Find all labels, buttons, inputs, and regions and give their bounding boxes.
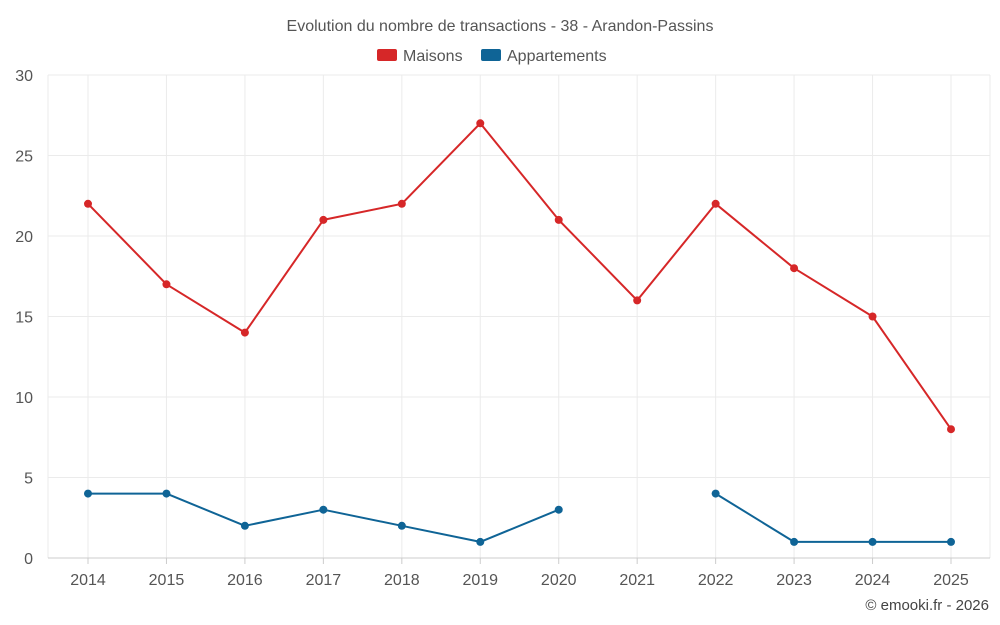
- series-line-maisons: [87, 122, 952, 430]
- y-axis-ticks: 0 5 10 15 20 25 30: [15, 68, 33, 568]
- data-point-appartements-2017[interactable]: [319, 505, 328, 514]
- data-point-appartements-2025[interactable]: [947, 537, 955, 546]
- legend-label-appartements: Appartements: [507, 48, 607, 65]
- x-tick-label: 2020: [541, 572, 577, 589]
- data-point-appartements-2018[interactable]: [397, 521, 406, 530]
- legend-label-maisons: Maisons: [403, 48, 463, 65]
- data-point-maisons-2025[interactable]: [947, 425, 955, 434]
- data-point-appartements-2014[interactable]: [84, 489, 92, 498]
- x-tick-label: 2025: [933, 572, 969, 589]
- data-point-appartements-2019[interactable]: [476, 537, 485, 546]
- legend: Maisons Appartements: [377, 48, 607, 65]
- x-tick-label: 2015: [149, 572, 185, 589]
- y-tick-label: 25: [15, 149, 33, 166]
- grid: [47, 74, 991, 559]
- data-point-maisons-2020[interactable]: [554, 215, 563, 224]
- data-point-maisons-2018[interactable]: [397, 199, 406, 208]
- data-point-appartements-2016[interactable]: [240, 521, 249, 530]
- data-point-maisons-2019[interactable]: [476, 119, 485, 128]
- x-tick-label: 2018: [384, 572, 420, 589]
- x-tick-label: 2022: [698, 572, 734, 589]
- credit-text: © emooki.fr - 2026: [865, 597, 989, 614]
- y-tick-label: 20: [15, 229, 33, 246]
- legend-item-maisons[interactable]: Maisons: [377, 48, 463, 65]
- data-point-maisons-2023[interactable]: [790, 264, 799, 273]
- series-line-appartements: [715, 492, 951, 543]
- y-tick-label: 30: [15, 68, 33, 85]
- x-tick-label: 2021: [619, 572, 655, 589]
- data-point-maisons-2024[interactable]: [868, 312, 877, 321]
- data-point-maisons-2021[interactable]: [633, 296, 642, 305]
- x-tick-label: 2017: [306, 572, 342, 589]
- data-point-maisons-2016[interactable]: [240, 328, 249, 337]
- x-axis-ticks: 2014 2015 2016 2017 2018 2019 2020 2021 2022 2023…: [70, 558, 969, 589]
- legend-swatch-maisons: [377, 49, 397, 61]
- data-point-maisons-2015[interactable]: [162, 280, 171, 289]
- y-tick-label: 5: [24, 471, 33, 488]
- y-tick-label: 0: [24, 551, 33, 568]
- y-tick-label: 10: [15, 390, 33, 407]
- data-point-appartements-2023[interactable]: [790, 537, 799, 546]
- x-tick-label: 2019: [462, 572, 498, 589]
- x-tick-label: 2016: [227, 572, 263, 589]
- chart-title: Evolution du nombre de transactions - 38…: [287, 18, 714, 35]
- data-point-appartements-2020[interactable]: [554, 505, 563, 514]
- x-tick-label: 2024: [855, 572, 891, 589]
- series-appartements: [84, 489, 955, 546]
- x-tick-label: 2023: [776, 572, 812, 589]
- data-point-maisons-2022[interactable]: [711, 199, 720, 208]
- series: [84, 119, 955, 546]
- x-tick-label: 2014: [70, 572, 106, 589]
- data-point-appartements-2022[interactable]: [711, 489, 720, 498]
- y-tick-label: 15: [15, 310, 33, 327]
- data-point-maisons-2017[interactable]: [319, 215, 328, 224]
- legend-swatch-appartements: [481, 49, 501, 61]
- data-point-maisons-2014[interactable]: [84, 199, 92, 208]
- data-point-appartements-2024[interactable]: [868, 537, 877, 546]
- legend-item-appartements[interactable]: Appartements: [481, 48, 607, 65]
- data-point-appartements-2015[interactable]: [162, 489, 171, 498]
- series-maisons: [84, 119, 955, 434]
